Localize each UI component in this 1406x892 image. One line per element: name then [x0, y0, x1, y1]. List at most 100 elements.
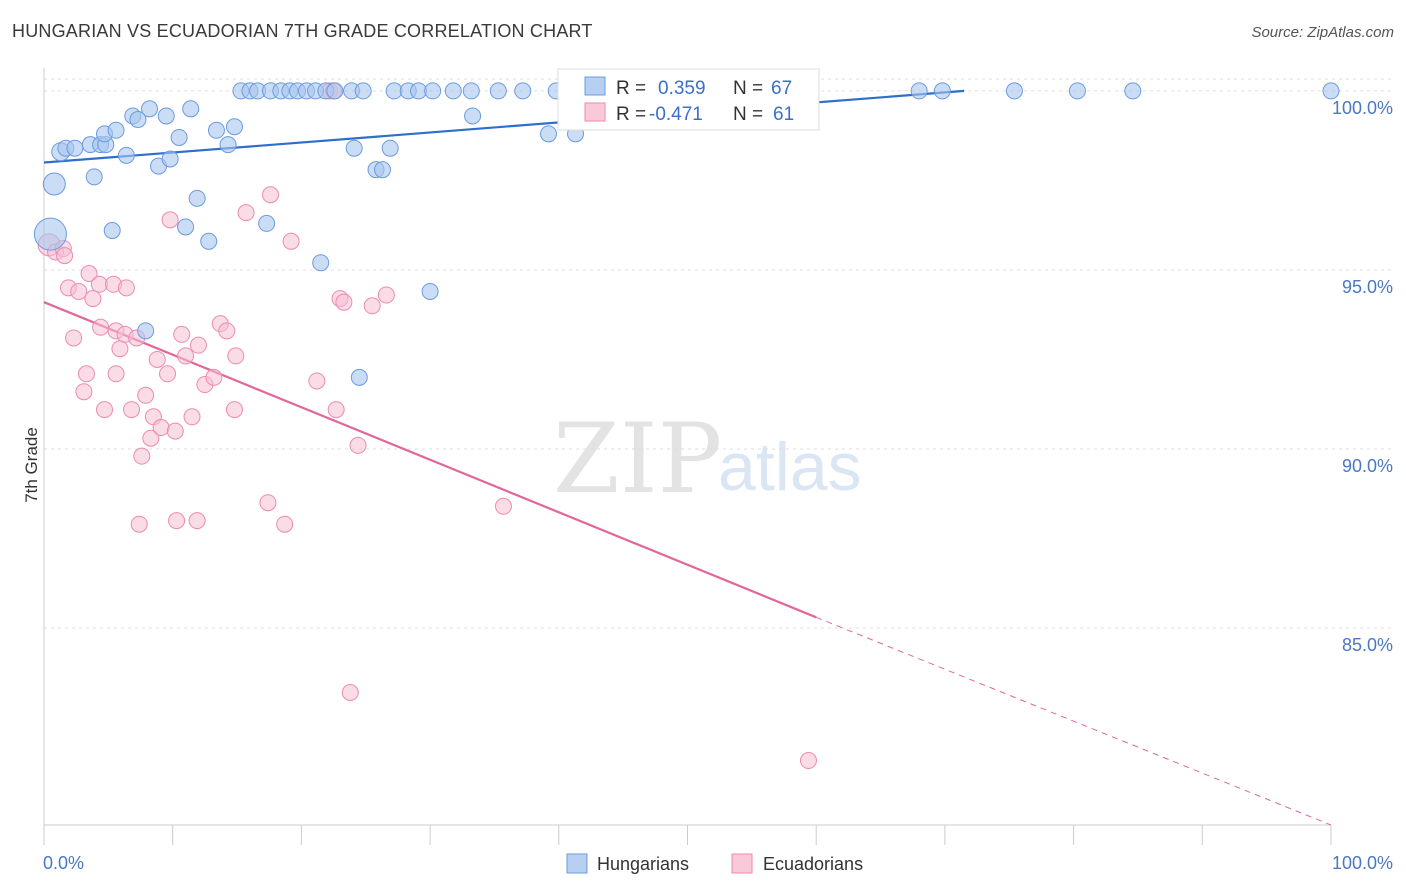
hungarians-point	[85, 168, 103, 186]
ecuadorians-point	[133, 447, 151, 465]
ecuadorians-point	[363, 297, 381, 315]
ecuadorians-point	[168, 512, 186, 530]
hungarians-point	[381, 139, 399, 157]
hungarians-point	[107, 121, 125, 139]
hungarians-point	[182, 100, 200, 118]
hungarians-point	[117, 146, 135, 164]
ecuadorians-point	[237, 204, 255, 222]
stats-blue-swatch	[584, 76, 606, 96]
hungarians-point	[141, 100, 159, 118]
stats-pink-n-label: N =	[733, 104, 763, 125]
hungarians-point	[312, 254, 330, 272]
ecuadorians-point	[205, 368, 223, 386]
hungarians-point	[373, 161, 391, 179]
hungarians-point	[410, 82, 428, 100]
hungarians-point	[200, 232, 218, 250]
ecuadorians-point	[227, 347, 245, 365]
hungarians-point	[350, 368, 368, 386]
watermark-atlas: atlas	[718, 429, 862, 505]
y-axis-tick-labels: 85.0% 90.0% 95.0% 100.0%	[1332, 98, 1393, 655]
ecuadorians-point	[90, 275, 108, 293]
ecuadorians-point	[161, 211, 179, 229]
y-tick-label: 100.0%	[1332, 98, 1393, 118]
hungarians-point	[1322, 82, 1340, 100]
ecuadorians-point	[177, 347, 195, 365]
stats-pink-swatch	[584, 102, 606, 122]
ecuadorians-point	[188, 512, 206, 530]
x-tick-label: 0.0%	[43, 853, 84, 873]
hungarians-point	[489, 82, 507, 100]
ecuadorians-trend-extension	[816, 616, 1332, 826]
ecuadorians-point	[276, 515, 294, 533]
ecuadorians-point	[173, 325, 191, 343]
x-axis-ticks	[43, 825, 1332, 845]
hungarians-point	[514, 82, 532, 100]
ecuadorians-point	[142, 429, 160, 447]
ecuadorians-point	[308, 372, 326, 390]
y-tick-label: 85.0%	[1342, 635, 1393, 655]
stats-blue-n-label: N =	[733, 78, 763, 99]
hungarians-point	[424, 82, 442, 100]
y-axis-title: 7th Grade	[22, 427, 41, 503]
hungarians-point	[462, 82, 480, 100]
ecuadorians-point	[148, 350, 166, 368]
ecuadorians-point	[84, 290, 102, 308]
hungarians-point	[1068, 82, 1086, 100]
hungarians-points	[33, 82, 1340, 386]
y-tick-label: 95.0%	[1342, 277, 1393, 297]
ecuadorians-point	[189, 336, 207, 354]
hungarians-point	[137, 322, 155, 340]
ecuadorians-point	[65, 329, 83, 347]
ecuadorians-point	[80, 265, 98, 283]
ecuadorians-point	[159, 365, 177, 383]
ecuadorians-point	[335, 293, 353, 311]
hungarians-point	[385, 82, 403, 100]
y-tick-label: 90.0%	[1342, 456, 1393, 476]
stats-pink-r-value: -0.471	[649, 104, 703, 125]
hungarians-point	[219, 136, 237, 154]
hungarians-trend-line	[43, 89, 965, 164]
hungarians-point	[33, 217, 67, 251]
watermark-zip: ZIP	[553, 403, 722, 515]
hungarians-point	[1124, 82, 1142, 100]
hungarians-point	[103, 222, 121, 240]
chart-title: HUNGARIAN VS ECUADORIAN 7TH GRADE CORREL…	[12, 21, 593, 41]
hungarians-point	[177, 218, 195, 236]
x-tick-label: 100.0%	[1332, 853, 1393, 873]
ecuadorians-point	[377, 286, 395, 304]
stats-blue-r-label: R =	[616, 78, 646, 99]
hungarians-point	[225, 118, 243, 136]
ecuadorians-point	[70, 282, 88, 300]
hungarians-point	[354, 82, 372, 100]
watermark: ZIP atlas	[553, 403, 862, 515]
ecuadorians-point	[799, 752, 817, 770]
ecuadorians-point	[218, 322, 236, 340]
ecuadorians-point	[327, 401, 345, 419]
ecuadorians-point	[123, 401, 141, 419]
source-label: Source: ZipAtlas.com	[1251, 24, 1394, 41]
stats-blue-r-value: 0.359	[658, 78, 706, 99]
ecuadorians-point	[349, 436, 367, 454]
ecuadorians-point	[166, 422, 184, 440]
ecuadorians-point	[56, 247, 74, 265]
ecuadorians-point	[75, 383, 93, 401]
stats-legend: R = 0.359 N = 67 R = -0.471 N = 61	[557, 68, 820, 131]
grid	[44, 78, 1393, 629]
ecuadorians-point	[117, 279, 135, 297]
legend-ecuadorians-label: Ecuadorians	[763, 854, 863, 874]
hungarians-point	[540, 125, 558, 143]
ecuadorians-point	[183, 408, 201, 426]
stats-blue-n-value: 67	[771, 78, 792, 99]
legend-hungarians-swatch	[566, 853, 588, 874]
ecuadorians-point	[95, 401, 113, 419]
ecuadorians-trend-line	[43, 301, 817, 619]
ecuadorians-point	[107, 365, 125, 383]
legend-hungarians-label: Hungarians	[597, 854, 689, 874]
hungarians-point	[170, 128, 188, 146]
ecuadorians-point	[341, 684, 359, 702]
ecuadorians-point	[92, 318, 110, 336]
ecuadorians-point	[77, 365, 95, 383]
hungarians-point	[933, 82, 951, 100]
hungarians-point	[326, 82, 344, 100]
